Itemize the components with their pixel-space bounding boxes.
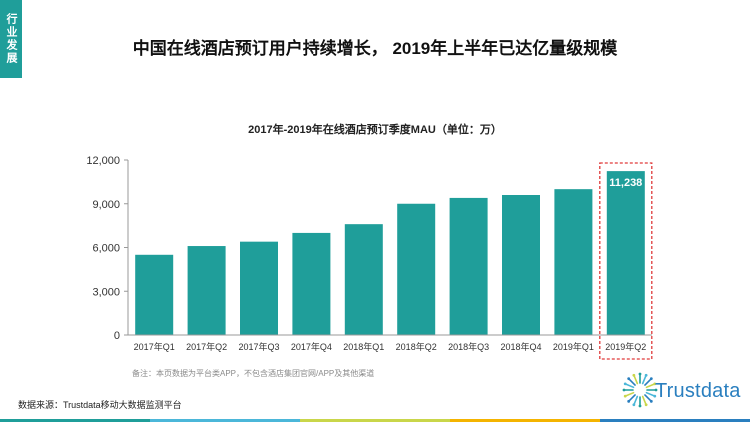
logo-ray xyxy=(627,377,636,386)
bar xyxy=(135,254,174,335)
logo-dot xyxy=(649,377,653,381)
logo-dot xyxy=(644,373,648,377)
x-tick-label: 2018年Q4 xyxy=(500,341,541,352)
bar-data-label: 11,238 xyxy=(609,177,642,189)
logo-ray xyxy=(624,391,635,397)
chart-note: 备注：本页数据为平台类APP，不包含酒店集团官网/APP及其他渠道 xyxy=(132,369,375,378)
bar xyxy=(502,195,540,335)
bottom-bar-segment xyxy=(600,419,750,422)
x-tick-label: 2017年Q3 xyxy=(238,341,279,352)
trustdata-logo-icon xyxy=(622,372,658,408)
logo-ray xyxy=(645,383,656,389)
logo-dot xyxy=(632,373,636,377)
y-tick-label: 3,000 xyxy=(92,286,120,298)
logo-dot xyxy=(623,382,627,386)
bar xyxy=(292,232,331,335)
y-tick-label: 6,000 xyxy=(92,243,120,255)
logo-ray xyxy=(627,394,636,403)
bar xyxy=(554,189,593,335)
chart-title: 2017年-2019年在线酒店预订季度MAU（单位：万） xyxy=(248,124,502,136)
y-tick-label: 12,000 xyxy=(86,155,120,167)
highlight-box xyxy=(599,162,653,360)
logo-ray xyxy=(645,391,656,397)
logo-dot xyxy=(638,372,642,376)
logo-ray xyxy=(644,394,653,403)
logo-dot xyxy=(649,399,653,403)
logo-dot xyxy=(632,403,636,407)
y-axis: 0 3,000 6,000 9,000 12,000 xyxy=(86,155,129,342)
bottom-color-bar xyxy=(0,419,750,422)
bar xyxy=(344,224,383,335)
x-tick-label: 2017年Q4 xyxy=(291,341,332,352)
logo-dot xyxy=(653,382,657,386)
logo-dot xyxy=(638,404,642,408)
logo-dot xyxy=(627,399,631,403)
bottom-bar-segment xyxy=(300,419,450,422)
x-tick-label: 2018年Q1 xyxy=(343,341,384,352)
logo-dot xyxy=(644,403,648,407)
highlight-rect xyxy=(599,162,653,360)
logo-dot xyxy=(654,388,658,392)
section-tab: 行业发展 xyxy=(0,0,22,78)
bottom-bar-segment xyxy=(0,419,150,422)
x-tick-label: 2017年Q1 xyxy=(134,341,175,352)
logo-text: Trustdata xyxy=(655,380,741,402)
x-tick-label: 2018年Q2 xyxy=(396,341,437,352)
logo-ray xyxy=(644,377,653,386)
bar xyxy=(606,171,645,335)
logo-ray xyxy=(641,374,647,385)
data-source: 数据来源：Trustdata移动大数据监测平台 xyxy=(18,400,182,410)
logo-dot xyxy=(622,388,626,392)
y-tick-label: 0 xyxy=(114,330,120,342)
logo-ray xyxy=(633,374,639,385)
bar xyxy=(397,203,436,335)
bar xyxy=(240,241,278,335)
bottom-bar-segment xyxy=(450,419,600,422)
logo-dot xyxy=(627,377,631,381)
x-tick-label: 2019年Q2 xyxy=(605,341,646,352)
page-title: 中国在线酒店预订用户持续增长， 2019年上半年已达亿量级规模 xyxy=(132,39,618,58)
bar xyxy=(449,197,488,335)
logo-dot xyxy=(653,394,657,398)
bar xyxy=(187,246,226,335)
logo-ray xyxy=(641,395,647,406)
y-tick-label: 9,000 xyxy=(92,199,120,211)
logo-dot xyxy=(623,394,627,398)
x-tick-label: 2019年Q1 xyxy=(553,341,594,352)
x-axis: 2017年Q1 2017年Q2 2017年Q3 2017年Q4 2018年Q1 2018年… xyxy=(128,334,652,352)
logo-ray xyxy=(624,383,635,389)
x-tick-label: 2018年Q3 xyxy=(448,341,489,352)
bottom-bar-segment xyxy=(150,419,300,422)
bars: 11,238 xyxy=(135,171,645,335)
x-tick-label: 2017年Q2 xyxy=(186,341,227,352)
logo-ray xyxy=(633,395,639,406)
